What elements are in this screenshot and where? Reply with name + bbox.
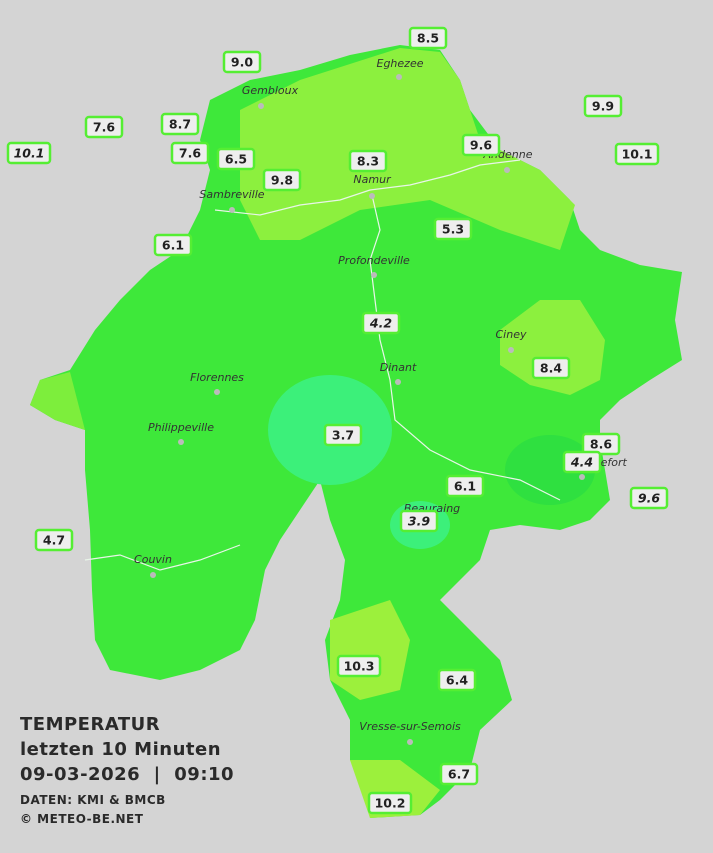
warm-zone: [240, 48, 575, 250]
city-label: Vresse-sur-Semois: [359, 720, 461, 733]
station-box: [583, 94, 623, 118]
station-value: 6.1: [454, 479, 476, 494]
station-box: [216, 147, 256, 171]
station-value: 9.6: [470, 138, 492, 153]
station-value: 8.7: [169, 117, 191, 132]
city-label: Profondeville: [338, 254, 410, 267]
station-value: 10.2: [375, 796, 406, 811]
city-label: Eghezee: [377, 57, 424, 70]
station-value: 4.4: [570, 455, 593, 470]
city-dot: [407, 739, 413, 745]
station-box: [408, 26, 448, 50]
warm-zone: [500, 300, 605, 395]
station-value: 5.3: [442, 222, 464, 237]
city-dot: [150, 572, 156, 578]
station-box: [6, 141, 52, 165]
city-dot: [371, 272, 377, 278]
station-box: [629, 486, 669, 510]
station-box: [367, 791, 413, 815]
city-label: Philippeville: [148, 421, 214, 434]
city-dot: [579, 474, 585, 480]
station-value: 9.9: [592, 99, 614, 114]
city-label: Dinant: [380, 361, 417, 374]
timestamp: 09-03-2026 | 09:10: [20, 764, 234, 785]
station-box: [437, 668, 477, 692]
station-box: [531, 356, 571, 380]
city-dot: [369, 193, 375, 199]
station-box: [34, 528, 74, 552]
city-dot: [395, 379, 401, 385]
station-box: [433, 217, 473, 241]
subtitle: letzten 10 Minuten: [20, 739, 221, 760]
station-box: [439, 762, 479, 786]
station-value: 3.9: [408, 514, 430, 529]
station-box: [84, 115, 124, 139]
station-value: 6.1: [162, 238, 184, 253]
station-value: 10.1: [622, 147, 653, 162]
station-value: 10.1: [14, 146, 45, 161]
city-dot: [396, 74, 402, 80]
station-box: [562, 450, 602, 474]
warm-zone: [30, 372, 85, 430]
city-label: Namur: [353, 173, 392, 186]
station-value: 4.2: [369, 316, 392, 331]
river: [84, 159, 561, 571]
station-box: [170, 141, 210, 165]
city-label: Couvin: [134, 553, 172, 566]
station-box: [361, 311, 401, 335]
station-box: [614, 142, 660, 166]
source: DATEN: KMI & BMCB: [20, 793, 166, 807]
city-dot: [178, 439, 184, 445]
station-box: [323, 423, 363, 447]
station-value: 10.3: [344, 659, 375, 674]
station-value: 8.6: [590, 437, 612, 452]
station-box: [160, 112, 200, 136]
station-box: [222, 50, 262, 74]
station-value: 7.6: [93, 120, 115, 135]
station-box: [445, 474, 485, 498]
city-dot: [258, 103, 264, 109]
city-label: Florennes: [190, 371, 244, 384]
station-value: 8.4: [540, 361, 562, 376]
station-value: 9.6: [638, 491, 660, 506]
station-value: 3.7: [332, 428, 354, 443]
station-box: [336, 654, 382, 678]
station-value: 9.8: [271, 173, 293, 188]
city-dot: [214, 389, 220, 395]
city-label: Ciney: [496, 328, 527, 341]
station-value: 7.6: [179, 146, 201, 161]
station-value: 4.7: [43, 533, 65, 548]
station-value: 6.5: [225, 152, 247, 167]
station-box: [348, 149, 388, 173]
city-label: Sambreville: [199, 188, 264, 201]
station-box: [399, 509, 439, 533]
city-dot: [229, 207, 235, 213]
title: TEMPERATUR: [20, 714, 160, 735]
copyright: © METEO-BE.NET: [20, 812, 144, 826]
city-label: Gembloux: [242, 84, 299, 97]
station-box: [262, 168, 302, 192]
station-value: 6.7: [448, 767, 470, 782]
city-dot: [508, 347, 514, 353]
station-box: [153, 233, 193, 257]
station-value: 8.3: [357, 154, 379, 169]
station-value: 6.4: [446, 673, 468, 688]
station-value: 9.0: [231, 55, 253, 70]
station-value: 8.5: [417, 31, 439, 46]
city-dot: [504, 167, 510, 173]
station-box: [461, 133, 501, 157]
